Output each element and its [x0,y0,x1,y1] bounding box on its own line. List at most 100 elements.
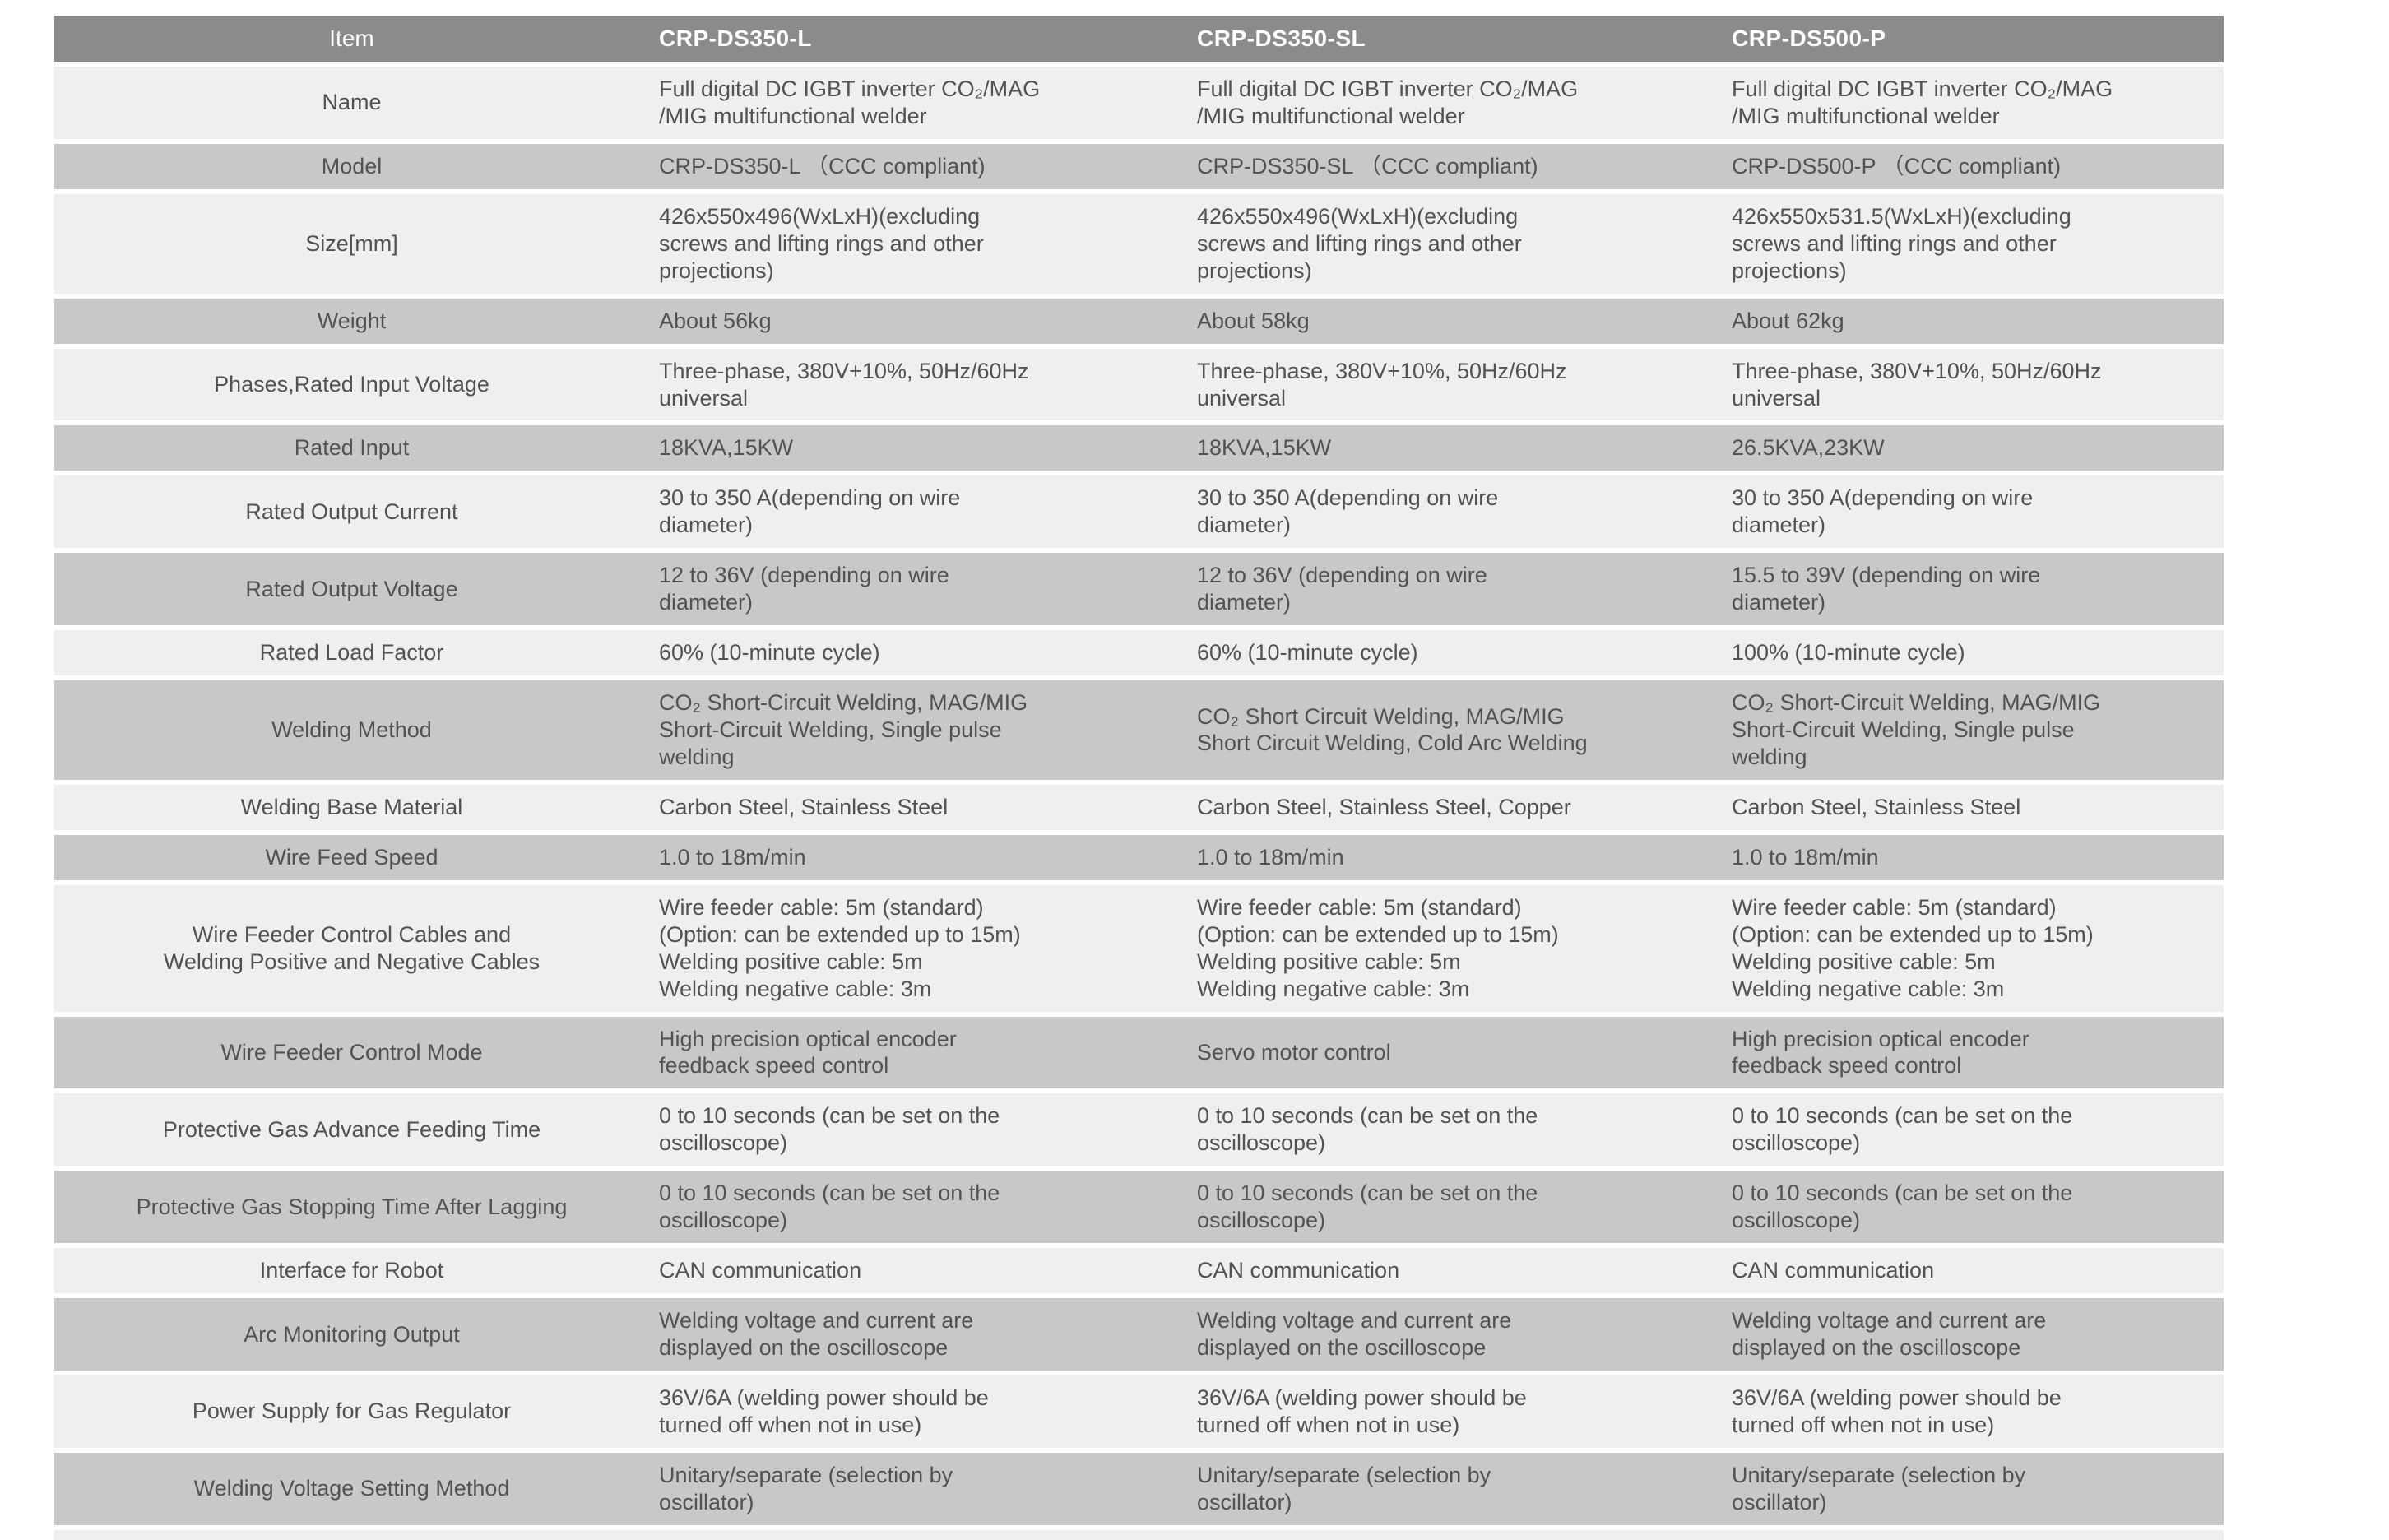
row-value: CAN communication [1187,1248,1722,1294]
row-value: Unitary/separate (selection by oscillato… [1187,1452,1722,1525]
row-value: 18KVA,15KW [649,425,1187,471]
row-value: Carbon Steel, Stainless Steel, Copper [1187,784,1722,830]
row-value: Number of documents:10 [1187,1529,1722,1540]
row-value: Number of documents:10 [649,1529,1187,1540]
row-value: 36V/6A (welding power should be turned o… [1722,1375,2224,1448]
row-value: Wire feeder cable: 5m (standard) (Option… [649,884,1187,1012]
row-value: CRP-DS500-P （CCC compliant) [1722,143,2224,189]
table-row-rated-output-voltage: Rated Output Voltage 12 to 36V (dependin… [54,553,2224,626]
row-value: 60% (10-minute cycle) [1187,630,1722,676]
row-value: 26.5KVA,23KW [1722,425,2224,471]
row-value: Wire feeder cable: 5m (standard) (Option… [1722,884,2224,1012]
header-item-label: Item [54,16,649,62]
row-value: Three-phase, 380V+10%, 50Hz/60Hz univers… [649,348,1187,421]
row-value: 426x550x531.5(WxLxH)(excluding screws an… [1722,193,2224,294]
row-value: About 62kg [1722,298,2224,344]
row-value: High precision optical encoder feedback … [1722,1016,2224,1089]
row-value: About 58kg [1187,298,1722,344]
row-value: 0 to 10 seconds (can be set on the oscil… [1722,1093,2224,1167]
table-row-arc-monitoring-output: Arc Monitoring Output Welding voltage an… [54,1298,2224,1371]
row-label: Wire Feed Speed [54,834,649,880]
row-value: 0 to 10 seconds (can be set on the oscil… [649,1093,1187,1167]
table-row-wire-feeder-control-mode: Wire Feeder Control Mode High precision … [54,1016,2224,1089]
row-value: Carbon Steel, Stainless Steel [1722,784,2224,830]
row-label: Phases,Rated Input Voltage [54,348,649,421]
row-label: Name [54,67,649,139]
header-model-crp-ds500-p: CRP-DS500-P [1722,16,2224,62]
row-label: Rated Input [54,425,649,471]
table-row-user-documentation: User Documentation Number of documents:1… [54,1529,2224,1540]
row-label: Arc Monitoring Output [54,1298,649,1371]
spec-table-header: Item CRP-DS350-L CRP-DS350-SL CRP-DS500-… [54,16,2224,62]
row-value: Welding voltage and current are displaye… [1722,1298,2224,1371]
header-model-crp-ds350-l: CRP-DS350-L [649,16,1187,62]
table-row-rated-input: Rated Input 18KVA,15KW 18KVA,15KW 26.5KV… [54,425,2224,471]
row-value: Welding voltage and current are displaye… [649,1298,1187,1371]
row-value: 30 to 350 A(depending on wire diameter) [1187,475,1722,549]
table-row-protective-gas-stopping-time: Protective Gas Stopping Time After Laggi… [54,1171,2224,1244]
row-value: 12 to 36V (depending on wire diameter) [1187,553,1722,626]
row-label: Model [54,143,649,189]
row-value: 0 to 10 seconds (can be set on the oscil… [1722,1171,2224,1244]
row-value: Wire feeder cable: 5m (standard) (Option… [1187,884,1722,1012]
table-row-size: Size[mm] 426x550x496(WxLxH)(excluding sc… [54,193,2224,294]
table-row-rated-output-current: Rated Output Current 30 to 350 A(dependi… [54,475,2224,549]
row-label: Power Supply for Gas Regulator [54,1375,649,1448]
row-label: Size[mm] [54,193,649,294]
row-value: CAN communication [1722,1248,2224,1294]
table-row-model: Model CRP-DS350-L （CCC compliant) CRP-DS… [54,143,2224,189]
table-row-power-supply-gas-regulator: Power Supply for Gas Regulator 36V/6A (w… [54,1375,2224,1448]
row-value: 36V/6A (welding power should be turned o… [1187,1375,1722,1448]
row-value: 1.0 to 18m/min [1722,834,2224,880]
row-value: CRP-DS350-SL （CCC compliant) [1187,143,1722,189]
table-row-protective-gas-advance-feeding-time: Protective Gas Advance Feeding Time 0 to… [54,1093,2224,1167]
spec-table: Item CRP-DS350-L CRP-DS350-SL CRP-DS500-… [54,11,2224,1540]
table-row-interface-for-robot: Interface for Robot CAN communication CA… [54,1248,2224,1294]
table-row-wire-feeder-cables: Wire Feeder Control Cables and Welding P… [54,884,2224,1012]
table-row-weight: Weight About 56kg About 58kg About 62kg [54,298,2224,344]
row-value: Welding voltage and current are displaye… [1187,1298,1722,1371]
row-value: Full digital DC IGBT inverter CO₂/MAG /M… [649,67,1187,139]
row-label: Wire Feeder Control Mode [54,1016,649,1089]
row-value: Three-phase, 380V+10%, 50Hz/60Hz univers… [1187,348,1722,421]
row-value: Three-phase, 380V+10%, 50Hz/60Hz univers… [1722,348,2224,421]
row-value: 0 to 10 seconds (can be set on the oscil… [1187,1093,1722,1167]
table-row-name: Name Full digital DC IGBT inverter CO₂/M… [54,67,2224,139]
row-value: 18KVA,15KW [1187,425,1722,471]
row-value: 60% (10-minute cycle) [649,630,1187,676]
row-value: About 56kg [649,298,1187,344]
row-value: CRP-DS350-L （CCC compliant) [649,143,1187,189]
row-label: Protective Gas Stopping Time After Laggi… [54,1171,649,1244]
row-label: Welding Method [54,680,649,780]
header-model-crp-ds350-sl: CRP-DS350-SL [1187,16,1722,62]
row-label: Rated Output Voltage [54,553,649,626]
row-label: Welding Base Material [54,784,649,830]
table-row-welding-base-material: Welding Base Material Carbon Steel, Stai… [54,784,2224,830]
row-value: 30 to 350 A(depending on wire diameter) [649,475,1187,549]
row-value: 1.0 to 18m/min [649,834,1187,880]
row-label: Weight [54,298,649,344]
row-value: CO₂ Short-Circuit Welding, MAG/MIG Short… [649,680,1187,780]
row-label: Rated Load Factor [54,630,649,676]
row-label: Welding Voltage Setting Method [54,1452,649,1525]
spec-table-body: Name Full digital DC IGBT inverter CO₂/M… [54,67,2224,1540]
row-value: Full digital DC IGBT inverter CO₂/MAG /M… [1187,67,1722,139]
row-value: 15.5 to 39V (depending on wire diameter) [1722,553,2224,626]
table-row-wire-feed-speed: Wire Feed Speed 1.0 to 18m/min 1.0 to 18… [54,834,2224,880]
table-row-rated-load-factor: Rated Load Factor 60% (10-minute cycle) … [54,630,2224,676]
row-value: High precision optical encoder feedback … [649,1016,1187,1089]
row-label: Wire Feeder Control Cables and Welding P… [54,884,649,1012]
row-value: Carbon Steel, Stainless Steel [649,784,1187,830]
row-value: Unitary/separate (selection by oscillato… [1722,1452,2224,1525]
header-row: Item CRP-DS350-L CRP-DS350-SL CRP-DS500-… [54,16,2224,62]
row-label: Protective Gas Advance Feeding Time [54,1093,649,1167]
row-label: User Documentation [54,1529,649,1540]
table-row-welding-method: Welding Method CO₂ Short-Circuit Welding… [54,680,2224,780]
row-value: 426x550x496(WxLxH)(excluding screws and … [1187,193,1722,294]
row-value: Number of documents:10 [1722,1529,2224,1540]
row-value: 0 to 10 seconds (can be set on the oscil… [1187,1171,1722,1244]
row-value: Unitary/separate (selection by oscillato… [649,1452,1187,1525]
row-value: Servo motor control [1187,1016,1722,1089]
row-value: CO₂ Short Circuit Welding, MAG/MIG Short… [1187,680,1722,780]
